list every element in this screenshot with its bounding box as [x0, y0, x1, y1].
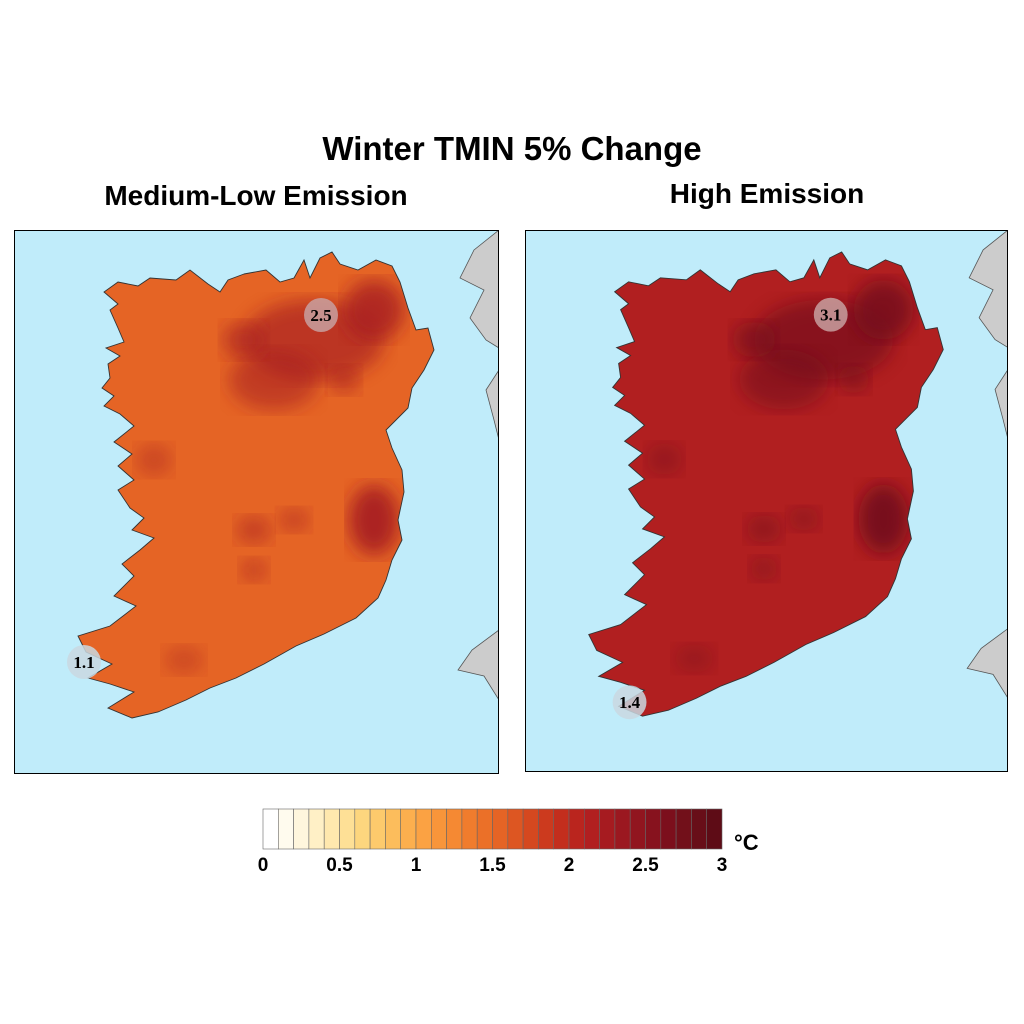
colorbar-cell-6 [354, 808, 371, 850]
colorbar-cell-4 [323, 808, 340, 850]
colorbar-cell-11 [431, 808, 447, 850]
colorbar-cell-19 [553, 808, 570, 850]
colorbar-cell-25 [645, 808, 662, 850]
great-britain-land [457, 629, 499, 701]
hotspot-7 [646, 443, 683, 476]
ireland-coastline [77, 251, 435, 719]
great-britain-land [459, 230, 499, 349]
colorbar-tick-6: 3 [716, 855, 728, 876]
hotspot-1 [229, 350, 319, 410]
hotspot-6 [750, 556, 778, 581]
max-marker-circle [304, 298, 338, 332]
colorbar-cell-18 [538, 808, 554, 850]
left-map-panel: 2.5 1.1 [14, 230, 499, 774]
great-britain-land [966, 628, 1008, 700]
map-frame [14, 230, 499, 774]
min-marker-circle [612, 685, 647, 720]
colorbar-tick-4: 2 [563, 855, 575, 876]
colorbar-cell-14 [476, 808, 493, 850]
colorbar-cell-5 [339, 808, 356, 850]
hotspot-4 [746, 514, 782, 543]
hotspot-4 [236, 516, 272, 544]
hotspot-8 [164, 646, 204, 674]
hotspot-10 [837, 365, 870, 394]
max-marker-label: 3.1 [820, 306, 841, 325]
great-britain-land [485, 369, 499, 441]
hotspot-3 [858, 484, 909, 554]
colorbar-cell-26 [660, 808, 677, 850]
colorbar-svg [262, 808, 723, 850]
right-panel-title: High Emission [669, 178, 865, 209]
colorbar-cell-23 [614, 808, 631, 850]
colorbar-tick-5: 2.5 [632, 855, 659, 876]
colorbar-cell-27 [675, 808, 692, 850]
colorbar-tick-3: 1.5 [479, 855, 506, 876]
colorbar-cell-1 [277, 808, 294, 850]
min-marker-label: 1.1 [73, 653, 94, 672]
colorbar-tick-2: 1 [410, 855, 422, 876]
colorbar-cell-28 [691, 808, 707, 850]
hotspot-1 [739, 349, 829, 410]
colorbar-cell-12 [446, 808, 463, 850]
min-marker-circle [67, 645, 101, 679]
hotspot-9 [222, 322, 266, 358]
hotspot-5 [787, 506, 820, 531]
hotspot-8 [674, 644, 715, 673]
great-britain-land [994, 368, 1008, 440]
colorbar-unit: °C [734, 830, 759, 855]
colorbar-cell-7 [369, 808, 386, 850]
ireland-coastline [588, 251, 944, 717]
hotspot-5 [278, 508, 310, 532]
colorbar-tick-1: 0.5 [326, 855, 353, 876]
hotspot-10 [328, 366, 360, 394]
colorbar-cell-22 [599, 808, 616, 850]
hotspot-3 [349, 485, 399, 555]
right-map-panel: 3.1 1.4 [525, 230, 1008, 772]
colorbar-cell-13 [461, 808, 478, 850]
great-britain-land [968, 230, 1008, 349]
colorbar-cell-16 [507, 808, 524, 850]
hotspot-2 [344, 280, 404, 340]
colorbar-cell-8 [385, 808, 402, 850]
max-marker-circle [813, 297, 848, 332]
hotspot-2 [853, 279, 914, 340]
colorbar-cell-10 [415, 808, 432, 850]
colorbar-cell-21 [583, 808, 600, 850]
left-panel-title: Medium-Low Emission [104, 180, 408, 211]
map-frame [525, 230, 1008, 772]
hotspot-9 [732, 321, 776, 358]
map-svg: 3.1 1.4 [525, 230, 1008, 772]
hotspot-6 [240, 558, 268, 582]
max-marker-label: 2.5 [310, 306, 331, 325]
figure-title: Winter TMIN 5% Change [322, 130, 702, 167]
colorbar-cell-9 [400, 808, 417, 850]
map-svg: 2.5 1.1 [14, 230, 499, 774]
colorbar-cell-0 [262, 808, 279, 850]
colorbar-cell-24 [629, 808, 646, 850]
colorbar-cell-20 [568, 808, 585, 850]
colorbar-cell-15 [492, 808, 509, 850]
colorbar-cell-29 [706, 808, 723, 850]
colorbar-tick-0: 0 [257, 855, 269, 876]
colorbar-cell-2 [293, 808, 310, 850]
min-marker-label: 1.4 [619, 693, 641, 712]
colorbar [262, 808, 723, 855]
hotspot-7 [136, 444, 172, 476]
colorbar-cell-17 [522, 808, 539, 850]
colorbar-cell-3 [308, 808, 325, 850]
